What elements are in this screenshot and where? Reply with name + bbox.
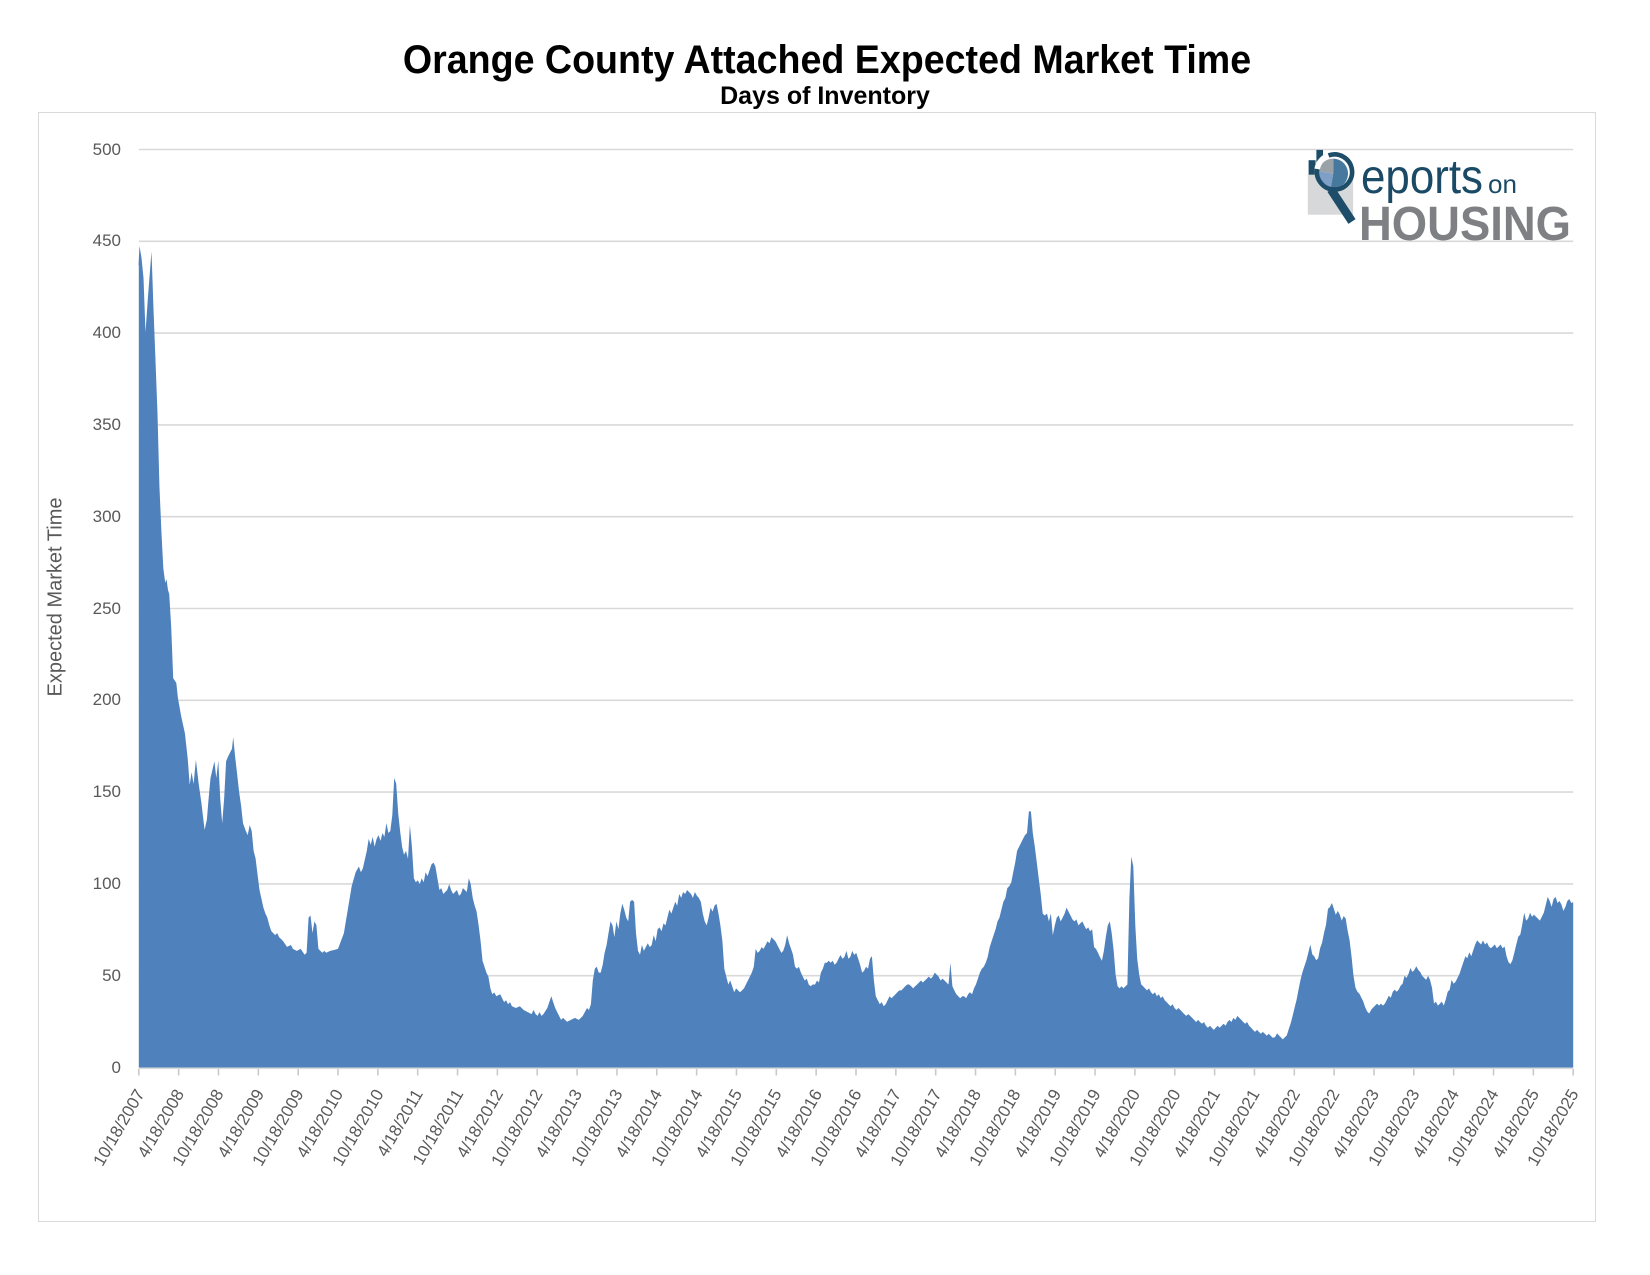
svg-text:HOUSING: HOUSING: [1359, 198, 1571, 250]
svg-text:eports: eports: [1361, 151, 1483, 204]
svg-text:on: on: [1488, 169, 1517, 199]
